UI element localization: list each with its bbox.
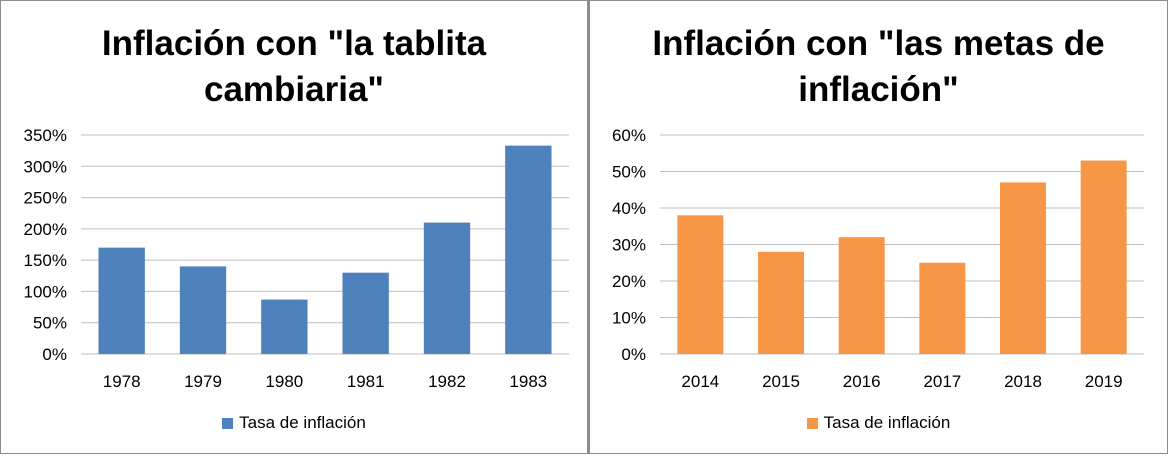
bar-chart-tablita: 0% 50% 100% 150% 200% 250% 300% 350% 1978 1979 198… [24, 126, 569, 391]
legend-swatch [222, 418, 234, 429]
x-tick-label: 1979 [184, 372, 222, 391]
y-tick-label: 50% [612, 163, 646, 182]
legend-label: Tasa de inflación [823, 413, 951, 432]
x-tick-label: 1982 [428, 372, 466, 391]
legend-label: Tasa de inflación [239, 413, 366, 432]
y-tick-label: 10% [612, 309, 646, 328]
y-tick-label: 350% [24, 126, 67, 145]
y-tick-label: 30% [612, 236, 646, 255]
y-tick-label: 100% [24, 282, 67, 301]
bar [505, 145, 552, 354]
legend-swatch [806, 418, 818, 429]
bar [423, 222, 471, 354]
chart-panel-tablita: Inflación con "la tablita cambiaria" 0% 5… [0, 0, 588, 454]
x-tick-label: 1978 [103, 372, 141, 391]
bar [342, 272, 389, 354]
x-tick-label: 2016 [843, 372, 881, 391]
x-tick-label: 2014 [681, 372, 719, 391]
bar [838, 237, 885, 354]
y-tick-label: 0% [621, 345, 646, 364]
y-tick-label: 300% [24, 157, 67, 176]
x-tick-label: 2017 [923, 372, 961, 391]
bar [677, 215, 724, 354]
y-tick-label: 0% [42, 345, 67, 364]
bar [919, 262, 966, 354]
y-tick-label: 200% [24, 220, 67, 239]
chart-title: Inflación con "las metas de inflación" [652, 24, 1105, 109]
chart-title: Inflación con "la tablita cambiaria" [101, 24, 487, 109]
y-tick-label: 250% [24, 189, 67, 208]
bar [98, 247, 145, 354]
bar [179, 266, 227, 354]
chart-panel-metas: Inflación con "las metas de inflación" 0… [588, 0, 1168, 454]
chart-legend: Tasa de inflación [590, 413, 1167, 433]
x-tick-label: 1983 [509, 372, 547, 391]
y-tick-label: 20% [612, 272, 646, 291]
x-tick-label: 2018 [1004, 372, 1042, 391]
bar-chart-metas: 0% 10% 20% 30% 40% 50% 60% 2014 2015 2016 2017 2018… [612, 126, 1144, 391]
x-tick-label: 2019 [1085, 372, 1123, 391]
y-tick-label: 150% [24, 251, 67, 270]
y-tick-label: 60% [612, 126, 646, 145]
y-tick-label: 40% [612, 199, 646, 218]
x-tick-label: 1981 [347, 372, 385, 391]
bar [758, 251, 804, 354]
bar [1000, 182, 1046, 354]
x-tick-label: 1980 [265, 372, 303, 391]
bar [1080, 160, 1127, 354]
bar [261, 299, 308, 354]
y-tick-label: 50% [33, 314, 67, 333]
x-tick-label: 2015 [762, 372, 800, 391]
chart-legend: Tasa de inflación [1, 413, 587, 433]
